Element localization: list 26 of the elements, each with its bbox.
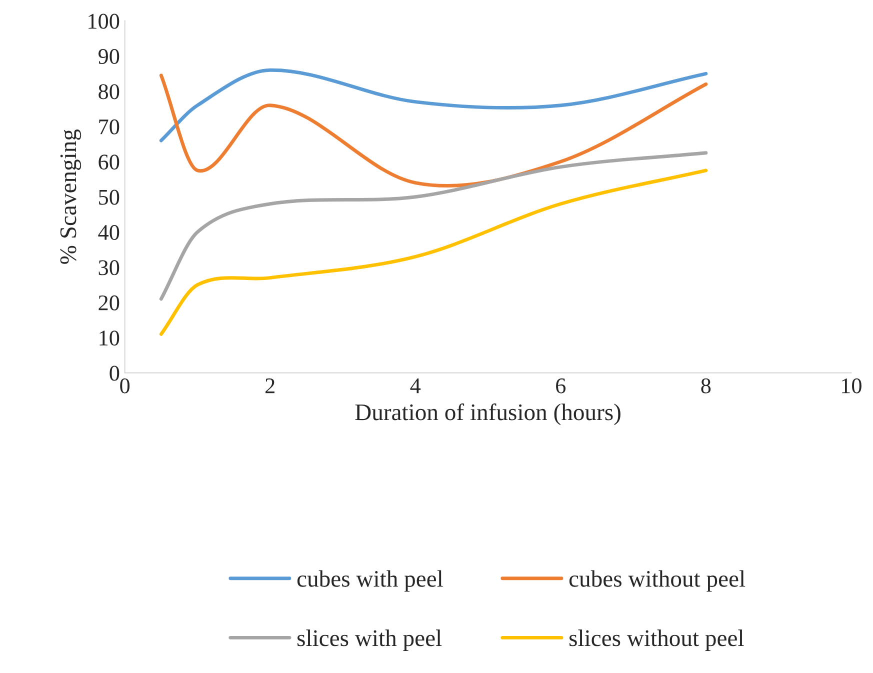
x-tick-label: 0: [120, 378, 130, 394]
line-series: [159, 68, 708, 142]
x-tick-label: 2: [266, 378, 274, 394]
legend-label: slices with peel: [298, 630, 442, 651]
y-tick-label: 50: [99, 190, 120, 205]
y-axis-title: % Scavenging: [60, 129, 82, 264]
y-tick-label: 90: [98, 48, 120, 64]
y-tick-label: 30: [98, 260, 120, 276]
x-tick-label: 6: [556, 378, 566, 394]
line-series: [159, 168, 708, 336]
x-tick-label: 10: [842, 378, 862, 394]
line-series: [159, 151, 708, 301]
y-tick-label: 10: [100, 330, 120, 346]
y-tick-label: 60: [98, 154, 120, 170]
legend-label: slices without peel: [570, 630, 744, 651]
x-tick-label: 4: [410, 378, 421, 394]
x-axis-title: Duration of infusion (hours): [355, 403, 620, 426]
legend-label: cubes with peel: [297, 570, 443, 592]
y-tick-label: 80: [98, 84, 120, 100]
y-tick-label: 0: [110, 366, 120, 381]
y-tick-label: 40: [98, 224, 120, 240]
y-tick-label: 70: [99, 119, 120, 134]
y-tick-label: 100: [88, 14, 120, 29]
x-tick-label: 8: [701, 378, 711, 394]
y-tick-label: 20: [98, 295, 120, 310]
legend-label: cubes without peel: [569, 570, 746, 592]
